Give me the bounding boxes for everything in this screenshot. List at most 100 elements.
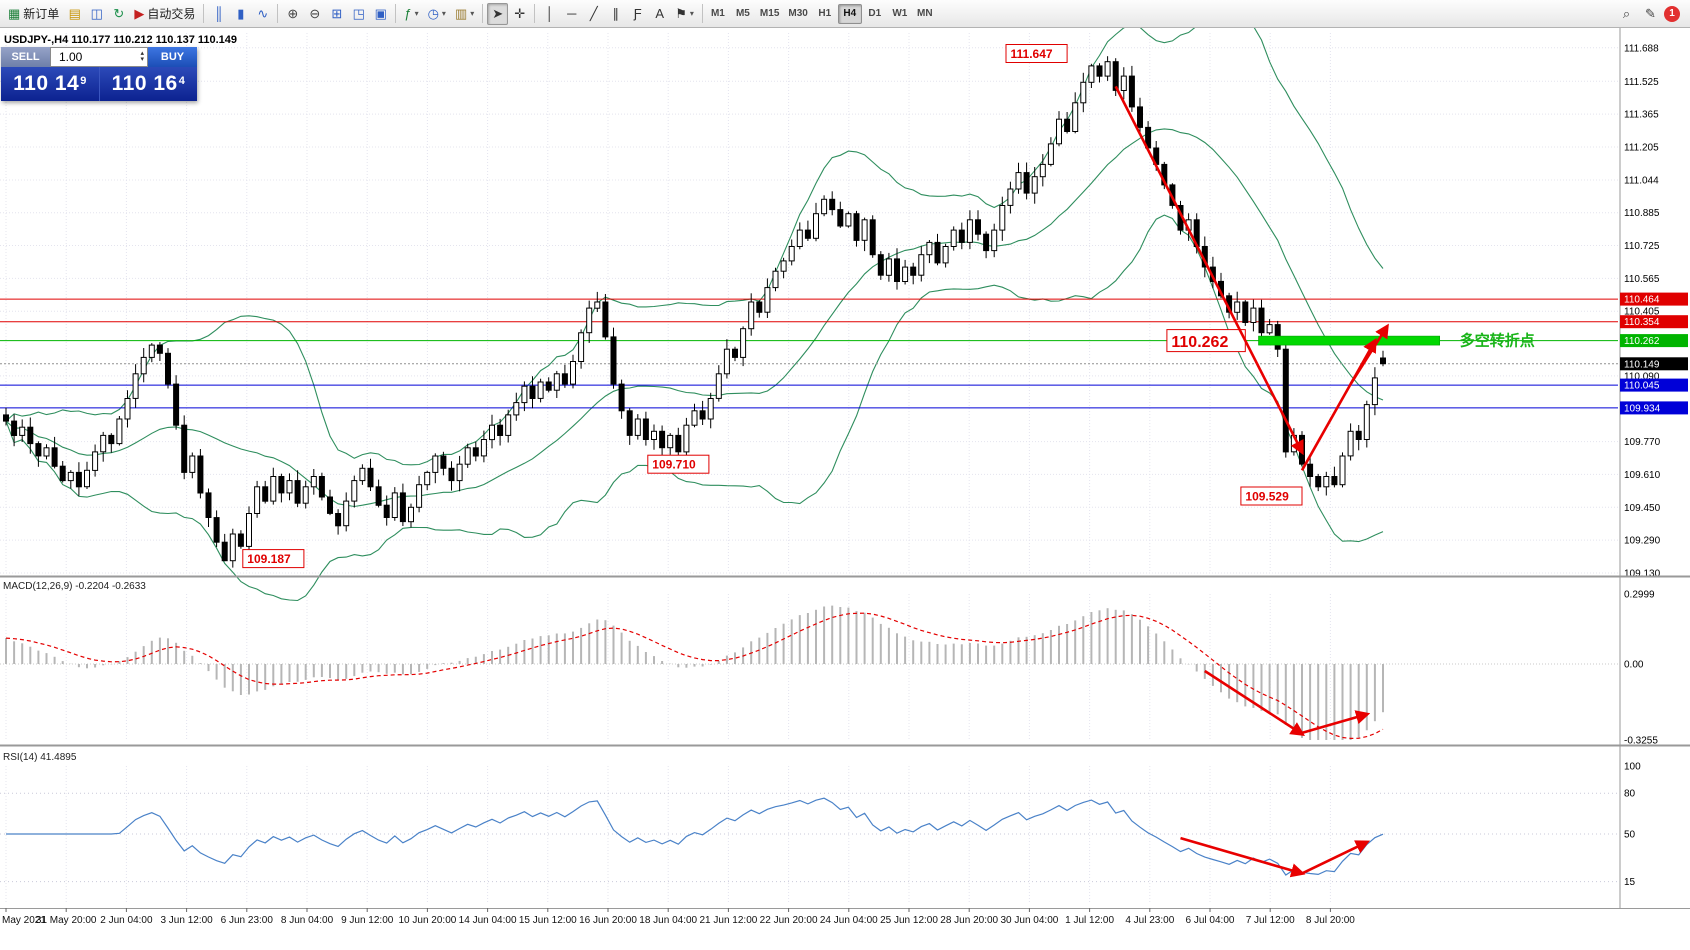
text-button[interactable]: A [649,3,670,25]
ask-price-display[interactable]: 110 16 4 [98,67,197,101]
trendline-button[interactable]: ╱ [583,3,604,25]
line-chart-button[interactable]: ∿ [252,3,273,25]
time-axis-label: 10 Jun 20:00 [398,915,456,926]
toolbar-separator [482,4,484,23]
trend-arrow[interactable] [1301,840,1371,875]
svg-text:110.149: 110.149 [1624,359,1660,370]
fibonacci-button[interactable]: Ƒ [627,3,648,25]
svg-text:100: 100 [1624,762,1641,773]
bollinger-bands[interactable] [5,1,1384,602]
price-annotation[interactable]: 109.529 [1240,486,1303,506]
timeframe-h4-button[interactable]: H4 [837,3,862,24]
svg-text:109.187: 109.187 [247,552,291,566]
svg-text:109.290: 109.290 [1624,536,1661,547]
tile-windows-button[interactable]: ⊞ [326,3,347,25]
autotrading-button[interactable]: ▶ 自动交易 [130,3,199,25]
periods-button[interactable]: ◷ ▾ [424,3,450,25]
time-axis-label: May 2021 [2,915,46,926]
bars-chart-button[interactable]: ║ [208,3,229,25]
bollinger-lower-band[interactable] [5,214,1384,602]
price-annotation[interactable]: 110.262 [1166,329,1246,353]
timeframe-m1-button[interactable]: M1 [710,8,725,19]
timeframe-w1-button[interactable]: W1 [892,8,908,19]
svg-text:110.262: 110.262 [1171,334,1228,351]
market-watch-button[interactable]: ▤ [64,3,85,25]
trend-arrow[interactable] [1349,323,1389,385]
volume-value[interactable]: 1.00 [59,50,83,64]
search-icon: ⌕ [1622,6,1631,21]
timeframe-d1-button[interactable]: D1 [868,8,882,19]
vertical-line-icon: │ [545,6,554,21]
auto-scroll-button[interactable]: ◳ [348,3,369,25]
price-annotation[interactable]: 111.647 [1005,44,1068,63]
zoom-out-button[interactable]: ⊖ [304,3,325,25]
buy-button[interactable]: BUY [148,47,197,67]
timeframe-h1-button[interactable]: H1 [818,8,832,19]
cursor-button[interactable]: ➤ [487,2,509,25]
svg-text:111.365: 111.365 [1624,110,1659,121]
timeframe-m15-button[interactable]: M15 [759,8,780,19]
channel-icon: ∥ [612,6,620,21]
timeframe-m30-button[interactable]: M30 [788,8,808,19]
time-axis-label: 28 Jun 20:00 [940,915,998,926]
price-axis: 111.688 111.525 111.365 111.205 111.044 110.8… [1619,28,1688,908]
bid-price-display[interactable]: 110 14 9 [1,67,99,101]
toolbar-main-group: ▦ 新订单 ▤ ◫ ↻ ▶ 自动交易 ║ ▮ ∿ ⊕ ⊖ ⊞ ◳ ▣ ƒ ▾ ◷ ▾ ▥ ▾ ➤ ✛ │ ─ ╱ ∥ Ƒ A ⚑ ▾ [4,2,706,25]
toolbar-right-group: ⌕ ✎ 1 [1616,3,1680,25]
volume-field[interactable]: 1.00 ▴ ▾ [50,47,148,67]
trend-arrow[interactable] [1301,710,1371,735]
price-tag: 110.262 [1620,334,1688,348]
bollinger-middle-band[interactable] [5,128,1384,508]
indicators-button[interactable]: ƒ ▾ [400,3,422,25]
edit-icon[interactable]: ✎ [1640,3,1661,25]
trend-arrow[interactable] [1180,836,1306,878]
chart-shift-button[interactable]: ▣ [370,3,391,25]
ask-price-value: 110 16 [111,72,178,95]
dropdown-arrow-icon: ▾ [689,9,694,18]
svg-text:0.00: 0.00 [1624,660,1644,671]
macd-signal-line [5,612,1384,740]
toolbar: ▦ 新订单 ▤ ◫ ↻ ▶ 自动交易 ║ ▮ ∿ ⊕ ⊖ ⊞ ◳ ▣ ƒ ▾ ◷ ▾ ▥ ▾ ➤ ✛ │ ─ ╱ ∥ Ƒ A ⚑ ▾ M1 M… [0,0,1690,28]
dropdown-arrow-icon: ▾ [414,9,419,18]
candles-chart-button[interactable]: ▮ [230,3,251,25]
bid-price-value: 110 14 [13,72,80,95]
timeframe-mn-button[interactable]: MN [917,8,933,19]
svg-text:109.130: 109.130 [1624,569,1661,580]
volume-up-icon[interactable]: ▴ [140,50,144,57]
templates-button[interactable]: ▥ ▾ [451,3,478,25]
cursor-icon: ➤ [492,6,504,21]
trend-arrow[interactable] [1204,669,1305,736]
new-order-icon: ▦ [8,6,21,21]
dropdown-arrow-icon: ▾ [441,9,446,18]
new-order-button[interactable]: ▦ 新订单 [4,3,63,25]
refresh-button[interactable]: ↻ [108,3,129,25]
svg-text:109.450: 109.450 [1624,503,1661,514]
data-window-button[interactable]: ◫ [86,3,107,25]
pivot-zone-highlight[interactable] [1258,335,1440,346]
trendline-icon: ╱ [589,6,598,21]
time-axis-label: 8 Jul 20:00 [1306,915,1355,926]
crosshair-button[interactable]: ✛ [509,3,530,25]
sell-button[interactable]: SELL [1,47,50,67]
search-icon[interactable]: ⌕ [1616,3,1637,25]
volume-down-icon[interactable]: ▾ [140,56,144,63]
time-axis-label: 30 Jun 04:00 [1000,915,1058,926]
rsi-panel [0,792,1618,883]
price-annotation[interactable]: 109.187 [242,549,305,569]
timeframe-m5-button[interactable]: M5 [735,8,750,19]
macd-histogram [5,605,1384,740]
svg-text:110.725: 110.725 [1624,241,1660,252]
time-axis-label: 2 Jun 04:00 [100,915,153,926]
zoom-in-button[interactable]: ⊕ [282,3,303,25]
volume-stepper[interactable]: ▴ ▾ [140,50,144,63]
channel-button[interactable]: ∥ [605,3,626,25]
bollinger-upper-band[interactable] [5,1,1384,466]
price-annotation[interactable]: 109.710 [647,454,710,474]
time-axis-label: 22 Jun 20:00 [760,915,818,926]
notification-badge[interactable]: 1 [1664,5,1680,22]
horizontal-line-button[interactable]: ─ [561,3,582,25]
vertical-line-button[interactable]: │ [539,3,560,25]
trend-arrow[interactable] [1114,85,1304,456]
arrows-button[interactable]: ⚑ ▾ [671,3,698,25]
